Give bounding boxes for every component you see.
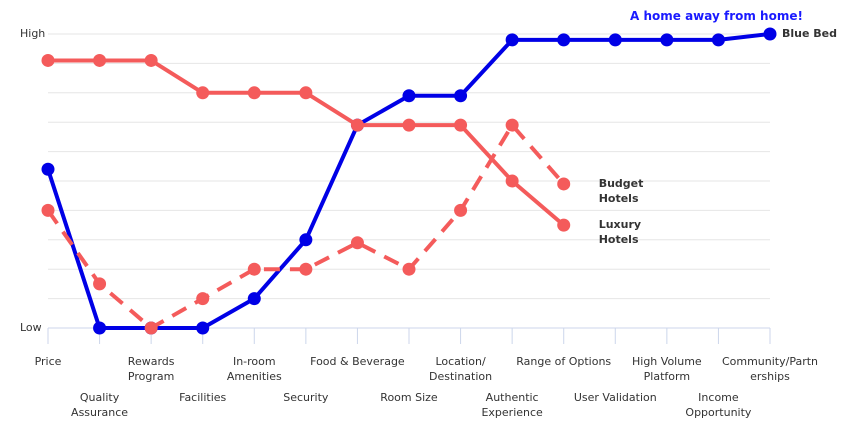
data-point	[144, 321, 158, 335]
data-point	[557, 218, 571, 232]
x-tick-label: Food & Beverage	[310, 355, 405, 368]
x-tick-label: Room Size	[380, 391, 438, 404]
data-point	[144, 53, 158, 67]
data-point	[557, 33, 571, 47]
data-point	[505, 33, 519, 47]
data-point	[505, 174, 519, 188]
data-point	[505, 118, 519, 132]
data-point	[402, 89, 416, 103]
data-point	[608, 33, 622, 47]
data-point	[93, 53, 107, 67]
data-point	[93, 321, 107, 335]
data-point	[299, 262, 313, 276]
x-tick-label: Price	[34, 355, 62, 368]
series-label: Budget Hotels	[598, 176, 644, 205]
x-tick-label: Range of Options	[516, 355, 612, 368]
data-point	[299, 86, 313, 100]
data-point	[196, 321, 210, 335]
x-tick-label: Income Opportunity	[685, 391, 752, 419]
x-tick-label: Quality Assurance	[71, 391, 129, 419]
data-point	[454, 89, 468, 103]
data-point	[350, 236, 364, 250]
data-point	[41, 53, 55, 67]
data-point	[196, 86, 210, 100]
x-tick-label: In-room Amenities	[226, 355, 282, 383]
data-point	[402, 118, 416, 132]
data-point	[41, 203, 55, 217]
data-point	[196, 292, 210, 306]
data-point	[711, 33, 725, 47]
series-label: Blue Bed	[782, 27, 837, 40]
data-point	[299, 233, 313, 247]
data-point	[454, 118, 468, 132]
data-point	[660, 33, 674, 47]
data-point	[247, 262, 261, 276]
series-line	[48, 58, 566, 227]
data-point	[350, 118, 364, 132]
data-point	[557, 177, 571, 191]
data-point	[763, 27, 777, 41]
x-tick-label: Community/Partn erships	[721, 355, 819, 383]
y-tick-label: Low	[20, 321, 42, 334]
data-point	[247, 292, 261, 306]
data-point	[93, 277, 107, 291]
x-tick-label: Rewards Program	[127, 355, 175, 383]
data-point	[41, 162, 55, 176]
series-label: Luxury Hotels	[598, 218, 642, 247]
annotation: A home away from home!	[630, 9, 803, 23]
x-tick-label: High Volume Platform	[631, 355, 702, 383]
x-tick-label: User Validation	[573, 391, 657, 404]
data-point	[402, 262, 416, 276]
x-tick-label: Security	[283, 391, 329, 404]
data-point	[454, 203, 468, 217]
x-tick-label: Authentic Experience	[481, 391, 543, 419]
y-tick-label: High	[20, 27, 45, 40]
x-tick-label: Location/ Destination	[429, 355, 493, 383]
x-tick-label: Facilities	[179, 391, 227, 404]
data-point	[247, 86, 261, 100]
